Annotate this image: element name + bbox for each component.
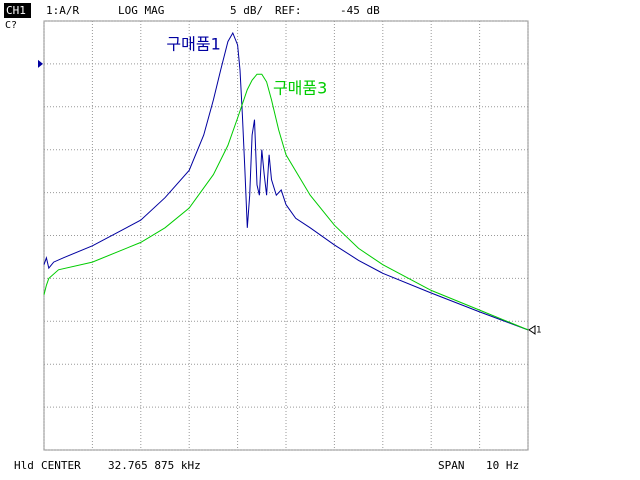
ref-marker — [38, 59, 43, 68]
ref-caption: REF: — [275, 4, 302, 17]
span: 10 Hz — [486, 459, 519, 472]
center-caption: CENTER — [41, 459, 81, 472]
trace — [43, 73, 529, 331]
scale: 5 dB/ — [230, 4, 263, 17]
format: LOG MAG — [118, 4, 164, 17]
hold: Hld — [14, 459, 34, 472]
channel-box — [4, 3, 31, 18]
series-label: 구매품1 — [166, 35, 220, 54]
parameter: 1:A/R — [46, 4, 79, 17]
span-caption: SPAN — [438, 459, 465, 472]
series-label: 구매품3 — [273, 79, 327, 98]
center: 32.765 875 kHz — [108, 459, 201, 472]
channel: CH1 — [6, 4, 26, 17]
trace — [43, 31, 529, 331]
ref-level: -45 dB — [340, 4, 380, 17]
marker-label: 1 — [536, 325, 541, 335]
status: C? — [5, 20, 17, 31]
end-marker — [528, 324, 536, 335]
